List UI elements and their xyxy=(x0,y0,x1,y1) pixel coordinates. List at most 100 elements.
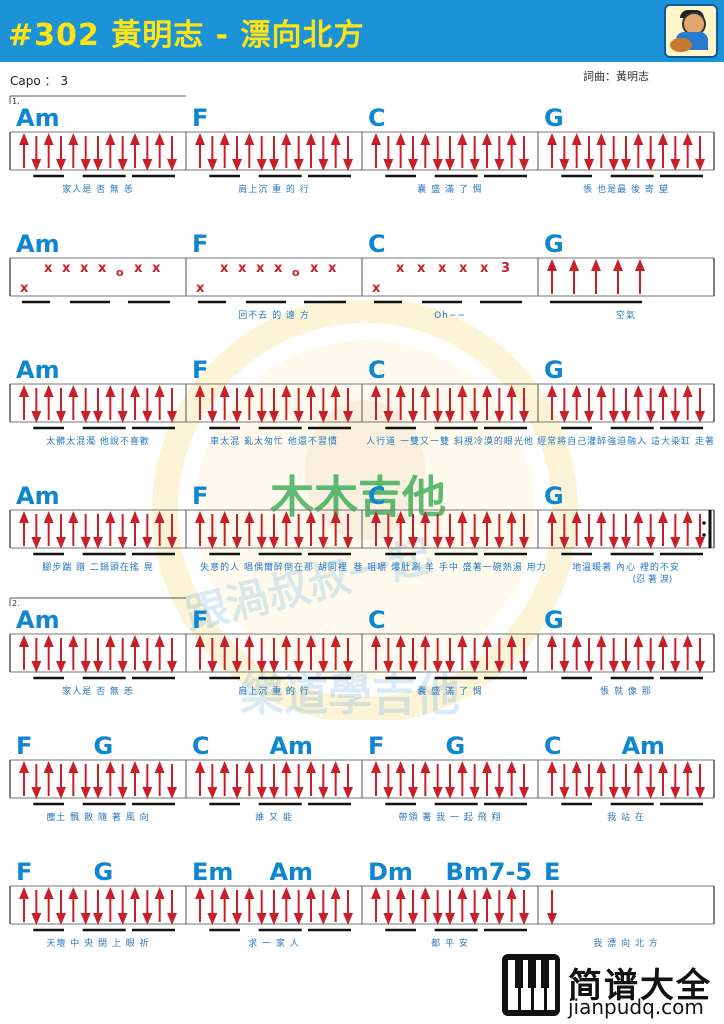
strum-arrow xyxy=(420,761,431,796)
strum-arrow xyxy=(571,635,582,670)
lyric-line: 天壇 中 央 閉 上 眼 祈 xyxy=(46,937,149,949)
strum-arrow xyxy=(371,635,381,670)
lyric-line: 誰 又 能 xyxy=(255,811,293,823)
strum-arrow xyxy=(591,259,601,294)
strum-arrow xyxy=(445,764,455,799)
strum-arrow xyxy=(56,638,66,673)
strum-arrow xyxy=(154,385,165,420)
strum-arrow xyxy=(31,638,42,673)
strum-arrow xyxy=(408,638,418,673)
strum-arrow xyxy=(584,388,594,423)
chord-name: Am xyxy=(16,356,60,384)
strum-arrow xyxy=(457,887,468,922)
strum-arrow xyxy=(670,514,681,549)
strum-arrow xyxy=(682,635,693,670)
strum-arrow xyxy=(596,761,607,796)
strum-arrow xyxy=(142,764,153,799)
song-title: #302 黃明志 - 漂向北方 xyxy=(8,18,365,53)
title-banner: #302 黃明志 - 漂向北方 xyxy=(0,0,724,62)
strum-arrow xyxy=(633,385,644,420)
strum-arrow xyxy=(383,136,394,171)
strum-arrow xyxy=(482,761,492,796)
pick-mark: x xyxy=(238,261,247,276)
chord-name: F xyxy=(192,482,208,510)
chord-name: C xyxy=(368,606,386,634)
strum-arrow xyxy=(633,511,644,546)
strum-arrow xyxy=(633,133,644,168)
strum-arrow xyxy=(269,136,279,171)
lyric-line: 腳步踹 蹭 二鍋頭在搖 晃 xyxy=(42,561,154,573)
strum-arrow xyxy=(420,133,431,168)
strum-arrow xyxy=(445,388,455,423)
lyric-line: 都 平 安 xyxy=(431,937,469,949)
strum-arrow xyxy=(207,136,218,171)
strum-arrow xyxy=(195,761,205,796)
strum-arrow xyxy=(330,385,341,420)
strum-arrow xyxy=(469,890,480,925)
strum-arrow xyxy=(695,638,705,673)
strum-arrow xyxy=(395,385,406,420)
chord-name: C xyxy=(368,230,386,258)
lyric-line: 悵 就 像 那 xyxy=(600,685,652,697)
strum-arrow xyxy=(93,638,103,673)
chord-name: C xyxy=(192,732,210,760)
strum-arrow xyxy=(56,136,66,171)
strum-arrow xyxy=(293,638,304,673)
strum-arrow xyxy=(207,514,218,549)
strum-arrow xyxy=(645,388,656,423)
strum-arrow xyxy=(256,890,267,925)
bass-x-mark: x xyxy=(196,281,205,296)
chord-name: Dm xyxy=(368,858,413,886)
strum-arrow xyxy=(306,635,316,670)
strum-arrow xyxy=(469,638,480,673)
strum-arrow xyxy=(318,136,329,171)
chord-name: F xyxy=(192,606,208,634)
strum-arrow xyxy=(343,388,353,423)
strum-arrow xyxy=(31,764,42,799)
pick-mark: x xyxy=(220,261,229,276)
strum-arrow xyxy=(584,764,594,799)
strum-arrow xyxy=(318,388,329,423)
strum-arrow xyxy=(130,887,140,922)
strum-arrow xyxy=(93,890,103,925)
lyric-line: 囊 盛 滿 了 惆 xyxy=(417,685,482,697)
strum-arrow xyxy=(383,638,394,673)
strum-arrow xyxy=(232,136,242,171)
strum-arrow xyxy=(469,136,480,171)
site-url: jianpudq.com xyxy=(568,995,704,1019)
strum-arrow xyxy=(232,638,242,673)
strum-arrow xyxy=(494,764,505,799)
strum-arrow xyxy=(256,764,267,799)
strum-arrow xyxy=(105,887,116,922)
strum-arrow xyxy=(670,638,681,673)
strum-arrow xyxy=(547,890,557,925)
strum-arrow xyxy=(281,887,292,922)
strum-arrow xyxy=(195,133,205,168)
lyric-line: 回不去 的 遠 方 xyxy=(238,309,310,321)
strum-arrow xyxy=(559,514,570,549)
strum-arrow xyxy=(330,511,341,546)
strum-arrow xyxy=(343,514,353,549)
strum-arrow xyxy=(371,761,381,796)
strum-arrow xyxy=(154,761,165,796)
strum-arrow xyxy=(93,764,103,799)
chord-name: Am xyxy=(16,482,60,510)
strum-arrow xyxy=(207,388,218,423)
strum-arrow xyxy=(207,638,218,673)
chord-name: G xyxy=(93,858,113,886)
chord-name: F xyxy=(192,104,208,132)
strum-arrow xyxy=(584,638,594,673)
strum-arrow xyxy=(43,385,54,420)
strum-arrow xyxy=(105,385,116,420)
strum-arrow xyxy=(682,511,693,546)
strum-arrow xyxy=(383,388,394,423)
chord-name: Am xyxy=(621,732,665,760)
strum-arrow xyxy=(31,890,42,925)
strum-arrow xyxy=(167,890,177,925)
chord-name: Bm7-5 xyxy=(445,858,532,886)
lyric-line: 太髒太混濁 他說不喜歡 xyxy=(46,435,150,447)
pick-mark: x xyxy=(80,261,89,276)
strum-arrow xyxy=(695,388,705,423)
strum-arrow xyxy=(281,133,292,168)
strum-arrow xyxy=(167,388,177,423)
